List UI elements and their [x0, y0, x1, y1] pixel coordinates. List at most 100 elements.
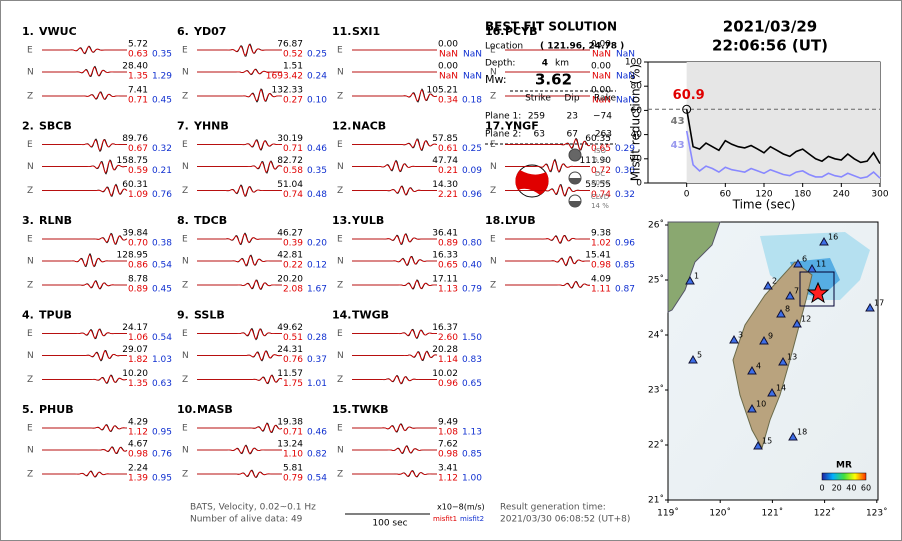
station-label: 17 — [874, 299, 884, 308]
component-label: E — [490, 140, 496, 150]
location-label: Location — [485, 42, 523, 52]
amplitude: 51.04 — [277, 180, 303, 190]
station-marker — [785, 290, 795, 300]
beach-ball — [515, 164, 549, 198]
station-name: LYUB — [505, 214, 536, 227]
y-tick-label: 40 — [631, 130, 643, 140]
station-number: 3. — [22, 214, 34, 227]
amplitude: 8.78 — [128, 275, 148, 285]
waveform-synthetic — [352, 470, 437, 478]
component-label: N — [27, 446, 34, 456]
amplitude: 19.38 — [277, 418, 303, 428]
station-label: 11 — [816, 260, 826, 269]
waveform-synthetic — [197, 89, 282, 102]
station-name: NACB — [352, 120, 386, 133]
amplitude: 0.00 — [438, 40, 458, 50]
misfit2: 0.30 — [615, 166, 635, 176]
column-header: Dip — [564, 94, 579, 104]
amplitude: 2.24 — [128, 464, 148, 474]
misfit2: 0.65 — [462, 379, 482, 389]
x-tick-label: 0 — [684, 190, 690, 200]
station-name: YNGF — [504, 120, 539, 133]
colorbar-tick-label: 40 — [846, 484, 856, 493]
x-tick-label: 240 — [833, 190, 850, 200]
component-label: E — [182, 46, 188, 56]
misfit2: 0.54 — [152, 333, 172, 343]
event-box — [799, 271, 835, 307]
station-marker — [747, 365, 757, 375]
misfit1: 0.59 — [128, 166, 148, 176]
misfit1: 0.96 — [438, 379, 458, 389]
station-marker — [778, 356, 788, 366]
amplitude: 76.87 — [277, 40, 303, 50]
amplitude: 4.29 — [128, 418, 148, 428]
station-number: 4. — [22, 309, 34, 322]
amplitude: 20.20 — [277, 275, 303, 285]
amplitude: 24.17 — [122, 323, 148, 333]
epicenter — [806, 281, 830, 304]
station-number: 6. — [177, 25, 189, 38]
plane-label: Plane 1: — [485, 112, 521, 122]
misfit1: 1693.42 — [266, 72, 303, 82]
misfit2: 0.24 — [307, 72, 327, 82]
component-label: N — [182, 351, 189, 361]
component-label: Z — [27, 92, 33, 102]
misfit1: 0.39 — [283, 239, 303, 249]
component-label: E — [182, 424, 188, 434]
component-label: Z — [337, 281, 343, 291]
peak-marker — [682, 104, 692, 114]
misfit2: 1.67 — [307, 285, 327, 295]
taiwan — [732, 261, 813, 450]
amplitude: 128.95 — [117, 251, 149, 261]
component-label: E — [182, 329, 188, 339]
misfit2: NaN — [463, 50, 482, 60]
station-label: 3 — [738, 331, 743, 340]
depth-label: Depth: — [485, 59, 515, 69]
waveform-synthetic — [197, 161, 283, 173]
amplitude: 20.28 — [432, 345, 458, 355]
misfit2: 0.87 — [615, 285, 635, 295]
waveform-synthetic — [197, 185, 282, 197]
component-label: Z — [490, 186, 496, 196]
misfit2: 1.01 — [307, 379, 327, 389]
waveform-synthetic — [42, 185, 128, 196]
x-tick-label: 300 — [871, 190, 888, 200]
component-label: N — [182, 68, 189, 78]
mw-label: Mw: — [485, 73, 507, 86]
map-x-tick-label: 121˚ — [762, 508, 784, 519]
station-name: YHNB — [193, 120, 229, 133]
misfit2: 0.21 — [152, 166, 172, 176]
misfit1: 2.60 — [438, 333, 458, 343]
station-label: 12 — [801, 315, 811, 324]
misfit2: 0.32 — [152, 144, 172, 154]
station-marker — [747, 403, 757, 413]
amplitude: 16.33 — [432, 251, 458, 261]
station-name: PCYB — [505, 25, 537, 38]
station-label: 10 — [756, 400, 766, 409]
waveform-synthetic — [197, 69, 282, 75]
waveform-synthetic — [42, 350, 127, 361]
misfit2: 0.76 — [152, 190, 172, 200]
misfit2: 0.29 — [615, 144, 635, 154]
misfit1: 0.52 — [283, 50, 303, 60]
amplitude: 11.57 — [277, 369, 303, 379]
station-number: 7. — [177, 120, 189, 133]
amplitude: 5.81 — [283, 464, 303, 474]
misfit1: 0.61 — [438, 144, 458, 154]
misfit1: 0.98 — [591, 261, 611, 271]
component-label: Z — [182, 92, 188, 102]
station-label: 6 — [802, 255, 807, 264]
misfit1: 1.11 — [591, 285, 611, 295]
footer-source: BATS, Velocity, 0.02~0.1 Hz — [190, 503, 316, 513]
component-name: ISO — [594, 147, 607, 155]
component-label: E — [337, 424, 343, 434]
misfit2: 0.76 — [152, 450, 172, 460]
amplitude: 57.85 — [432, 134, 458, 144]
station-number: 14. — [332, 309, 352, 322]
amplitude: 14.30 — [432, 180, 458, 190]
misfit2: 1.50 — [462, 333, 482, 343]
station-number: 12. — [332, 120, 352, 133]
misfit2: 0.12 — [307, 261, 327, 271]
component-label: N — [27, 162, 34, 172]
waveform-synthetic — [352, 351, 438, 361]
